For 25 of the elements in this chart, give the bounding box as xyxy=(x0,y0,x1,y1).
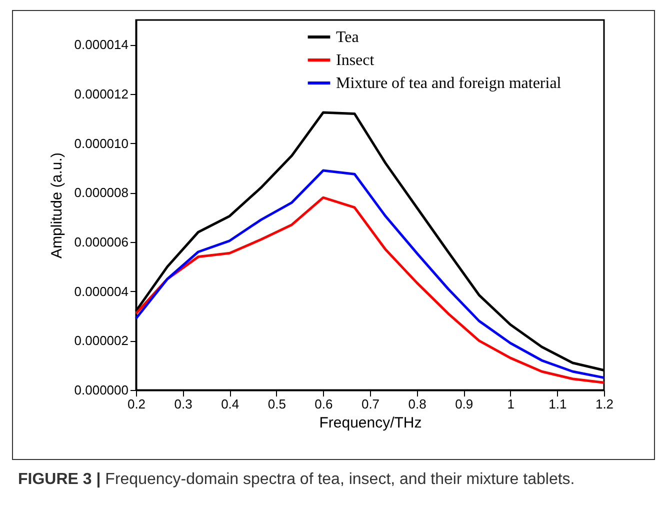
x-tick-label: 1 xyxy=(507,396,515,412)
y-tick-label: 0.000008 xyxy=(74,185,128,200)
x-tick-label: 0.5 xyxy=(268,396,286,412)
x-tick-label: 0.7 xyxy=(361,396,380,412)
x-tick-label: 0.8 xyxy=(408,396,426,412)
x-tick-label: 0.9 xyxy=(455,396,474,412)
y-tick-label: 0.000006 xyxy=(74,234,128,250)
x-axis-title: Frequency/THz xyxy=(319,414,422,432)
y-tick-label: 0.000012 xyxy=(74,86,128,102)
legend-label: Mixture of tea and foreign material xyxy=(336,75,562,92)
caption: FIGURE 3 | Frequency-domain spectra of tea, insect, and their mixture tablets. xyxy=(18,470,576,490)
legend-label: Insect xyxy=(336,52,375,69)
y-tick-label: 0.000010 xyxy=(74,136,128,151)
y-tick-label: 0.000014 xyxy=(74,37,128,52)
x-tick-label: 0.2 xyxy=(127,396,146,412)
y-tick-label: 0.000000 xyxy=(74,382,128,398)
y-axis-title: Amplitude (a.u.) xyxy=(48,152,66,258)
x-tick-label: 1.1 xyxy=(548,396,567,412)
legend-label: Tea xyxy=(336,29,359,46)
x-tick-label: 0.6 xyxy=(314,396,333,412)
x-tick-label: 0.4 xyxy=(221,396,240,412)
x-tick-label: 0.3 xyxy=(174,396,192,412)
y-tick-label: 0.000002 xyxy=(74,333,128,348)
x-tick-label: 1.2 xyxy=(595,396,614,412)
y-tick-label: 0.000004 xyxy=(74,284,128,299)
